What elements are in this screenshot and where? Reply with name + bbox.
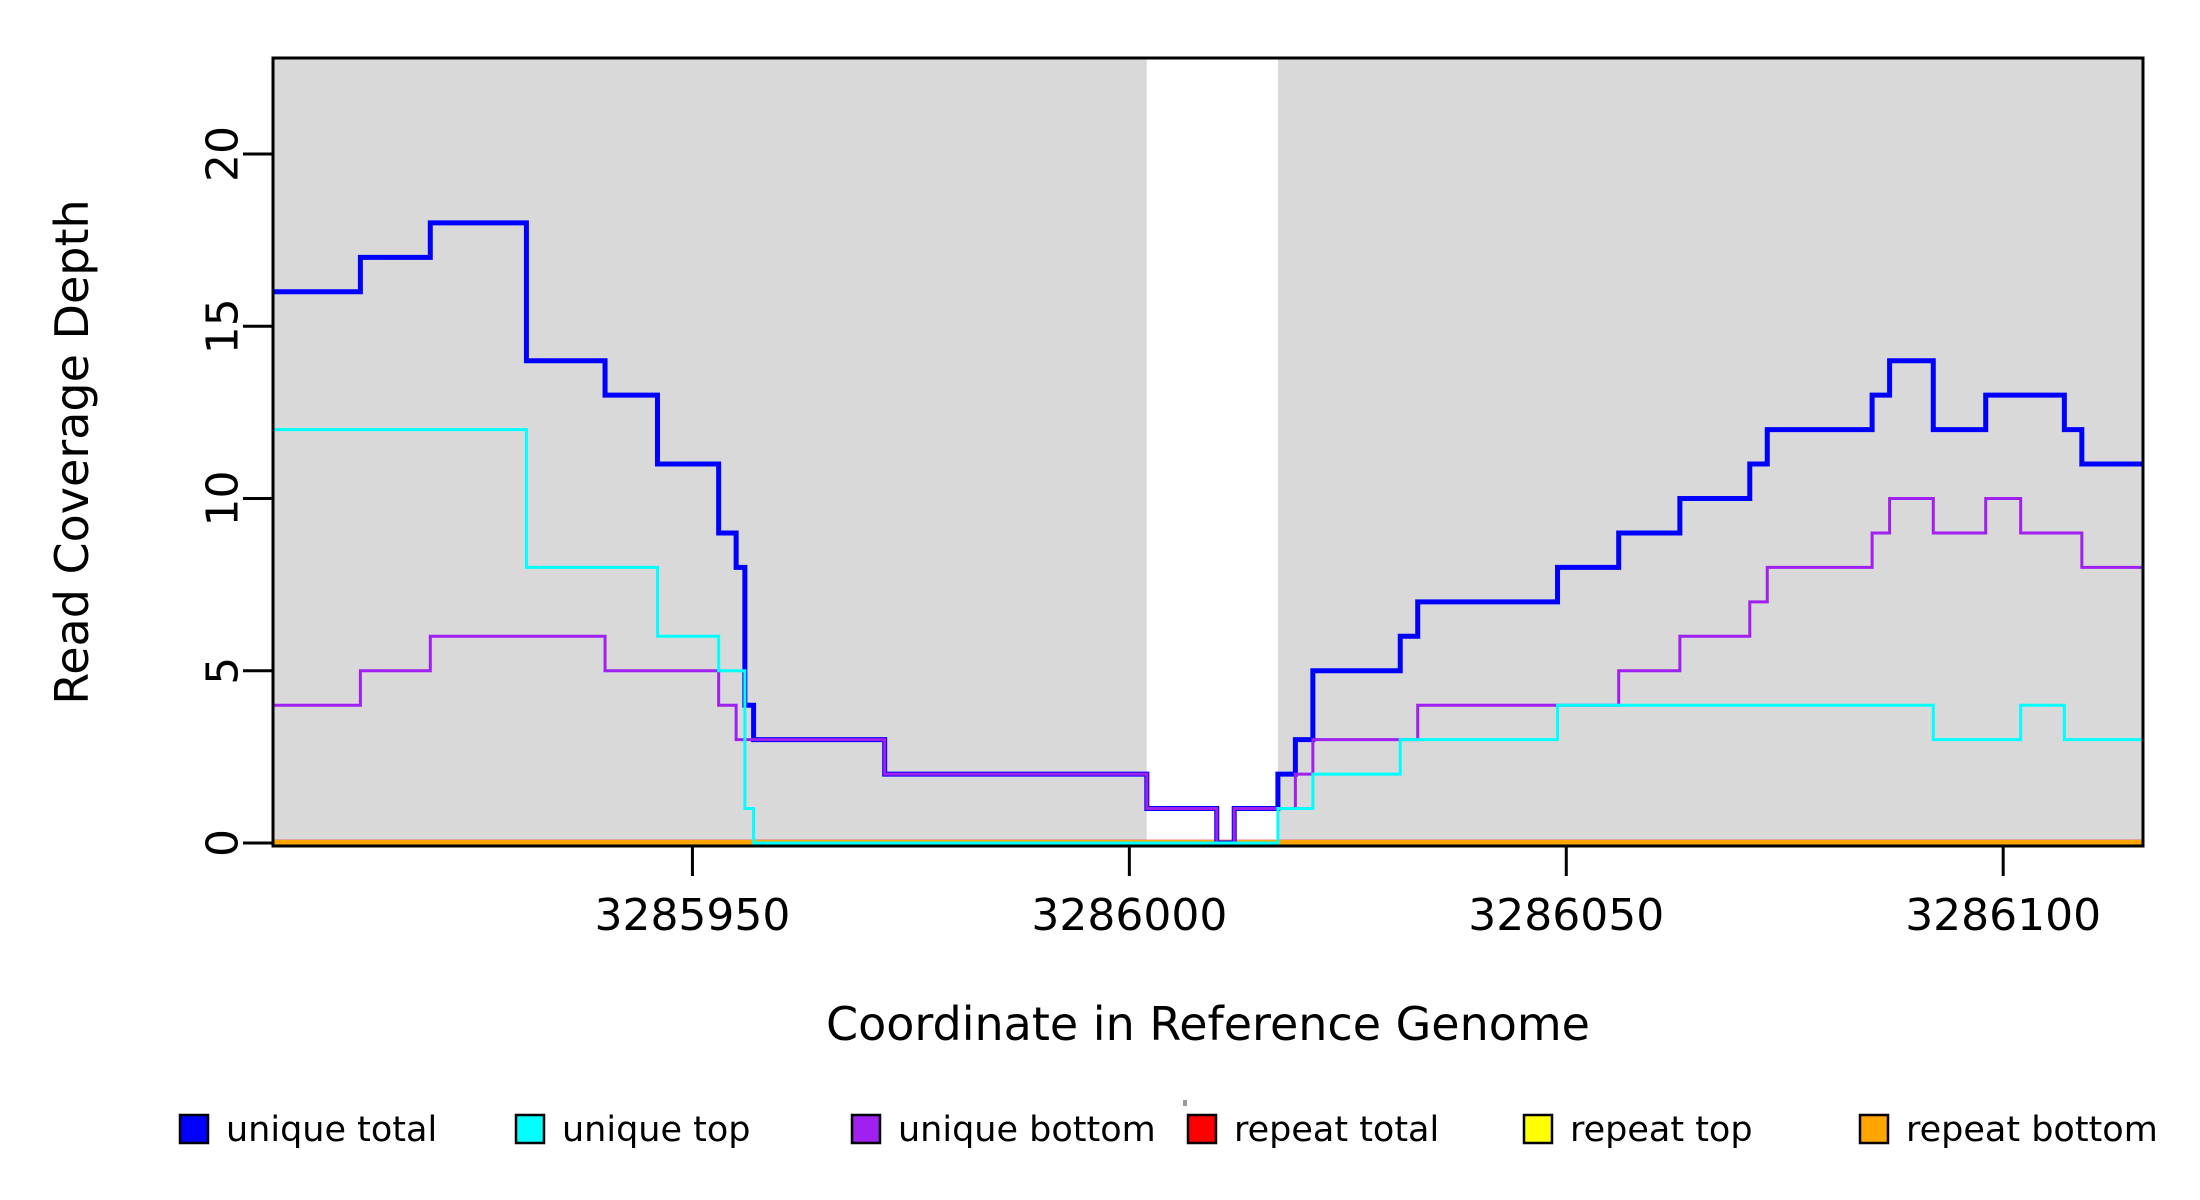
legend-label: unique total bbox=[226, 1110, 437, 1150]
legend-label: unique top bbox=[562, 1110, 751, 1150]
x-axis-title: Coordinate in Reference Genome bbox=[826, 997, 1590, 1051]
gap-region bbox=[1146, 58, 1278, 846]
series-line-unique-bottom bbox=[273, 497, 2143, 845]
legend-swatch bbox=[1858, 1113, 1890, 1145]
legend-swatch bbox=[850, 1113, 882, 1145]
series-line-unique-top bbox=[273, 428, 2143, 845]
shaded-region-1 bbox=[1277, 58, 2143, 846]
legend-swatch bbox=[178, 1113, 210, 1145]
series-lines bbox=[273, 220, 2143, 847]
legend-item-repeat-total: repeat total bbox=[1186, 1110, 1439, 1150]
legend-item-unique-bottom: unique bottom bbox=[850, 1110, 1156, 1150]
legend-item-unique-total: unique total bbox=[178, 1110, 437, 1150]
legend-label: repeat total bbox=[1234, 1110, 1439, 1150]
stray-mark bbox=[1183, 1100, 1187, 1106]
legend-label: repeat top bbox=[1570, 1110, 1753, 1150]
y-tick-label: 15 bbox=[197, 298, 248, 354]
x-tick-label: 3286100 bbox=[1905, 890, 2101, 941]
legend: unique total unique top unique bottom repea… bbox=[178, 1110, 2158, 1150]
x-tick-label: 3286000 bbox=[1031, 890, 1227, 941]
y-tick-label: 0 bbox=[197, 829, 248, 857]
x-tick-label: 3286050 bbox=[1468, 890, 1664, 941]
plot-panel bbox=[273, 58, 2143, 846]
legend-label: repeat bottom bbox=[1906, 1110, 2158, 1150]
shaded-region-0 bbox=[273, 58, 1147, 846]
y-tick-label: 10 bbox=[197, 471, 248, 527]
legend-item-repeat-bottom: repeat bottom bbox=[1858, 1110, 2158, 1150]
legend-label: unique bottom bbox=[898, 1110, 1156, 1150]
y-tick-label: 5 bbox=[197, 657, 248, 685]
series-line-unique-total bbox=[273, 220, 2143, 846]
legend-item-repeat-top: repeat top bbox=[1522, 1110, 1753, 1150]
legend-swatch bbox=[1186, 1113, 1218, 1145]
axes: 3285950 3286000 3286050 3286100 0 5 10 15 20 bbox=[197, 126, 2101, 941]
x-tick-label: 3285950 bbox=[594, 890, 790, 941]
legend-swatch bbox=[514, 1113, 546, 1145]
y-tick-label: 20 bbox=[197, 126, 248, 182]
legend-swatch bbox=[1522, 1113, 1554, 1145]
panel-frame bbox=[271, 56, 2145, 848]
legend-item-unique-top: unique top bbox=[514, 1110, 751, 1150]
panel-border bbox=[271, 56, 2145, 848]
y-axis-title: Read Coverage Depth bbox=[45, 199, 99, 704]
